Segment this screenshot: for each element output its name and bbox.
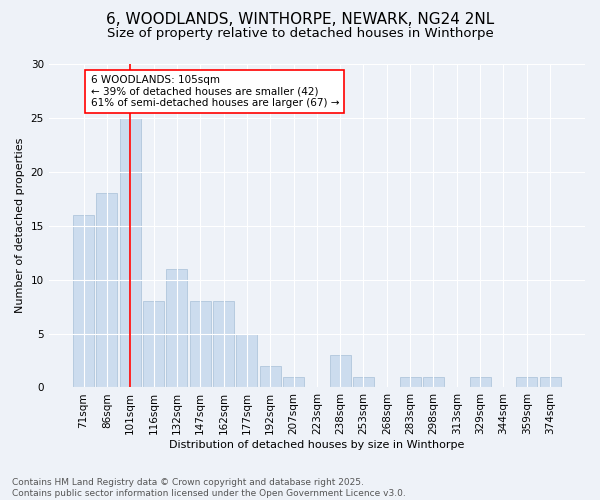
X-axis label: Distribution of detached houses by size in Winthorpe: Distribution of detached houses by size … [169,440,464,450]
Bar [516,376,537,388]
Bar [329,355,350,388]
Bar [190,301,211,388]
Text: 6, WOODLANDS, WINTHORPE, NEWARK, NG24 2NL: 6, WOODLANDS, WINTHORPE, NEWARK, NG24 2N… [106,12,494,28]
Bar [539,376,560,388]
Bar [97,194,118,388]
Y-axis label: Number of detached properties: Number of detached properties [15,138,25,314]
Bar [470,376,491,388]
Bar [213,301,234,388]
Bar [166,269,187,388]
Bar [400,376,421,388]
Bar [120,118,140,388]
Bar [353,376,374,388]
Text: Contains HM Land Registry data © Crown copyright and database right 2025.
Contai: Contains HM Land Registry data © Crown c… [12,478,406,498]
Bar [73,215,94,388]
Bar [143,301,164,388]
Text: Size of property relative to detached houses in Winthorpe: Size of property relative to detached ho… [107,28,493,40]
Text: 6 WOODLANDS: 105sqm
← 39% of detached houses are smaller (42)
61% of semi-detach: 6 WOODLANDS: 105sqm ← 39% of detached ho… [91,75,339,108]
Bar [260,366,281,388]
Bar [283,376,304,388]
Bar [423,376,444,388]
Bar [236,334,257,388]
